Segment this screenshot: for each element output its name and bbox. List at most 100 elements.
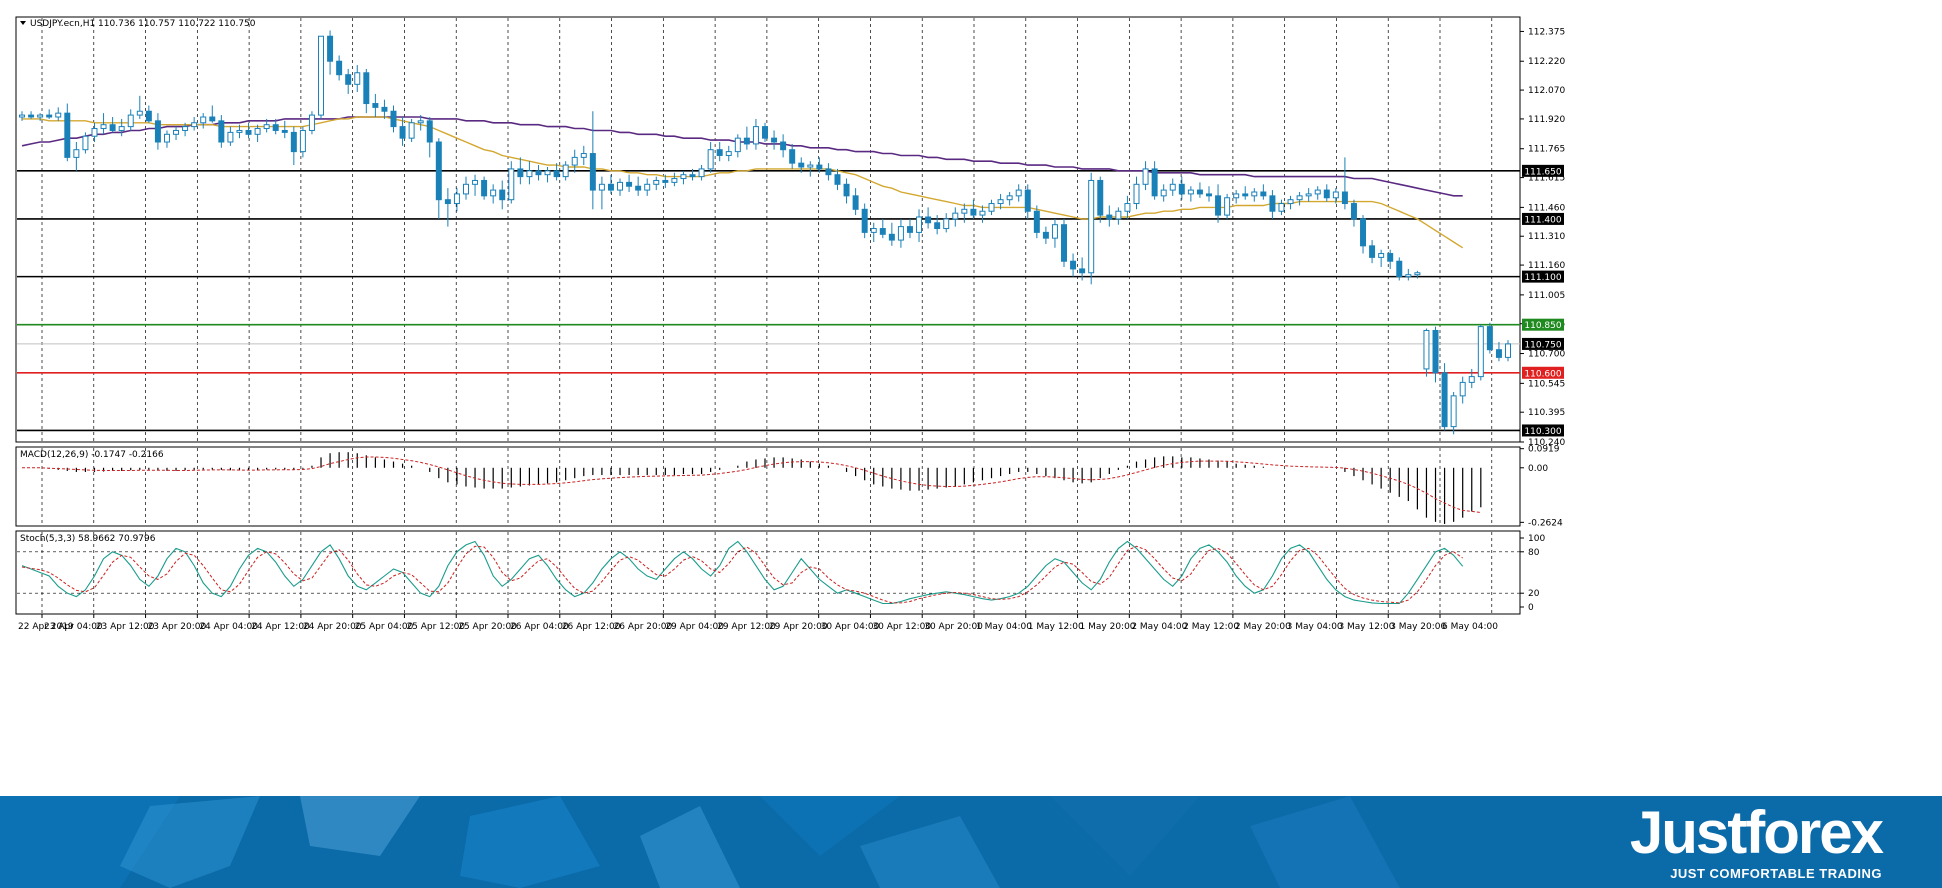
banner-pattern <box>0 796 1400 888</box>
candle-body <box>834 174 841 185</box>
candle-body <box>752 126 759 145</box>
candle-body <box>1142 168 1149 185</box>
candle-body <box>408 122 415 139</box>
candle-body <box>209 116 216 122</box>
candle-body <box>1178 183 1185 195</box>
pane-frame-0 <box>15 16 1521 443</box>
candle-body <box>1341 191 1348 205</box>
candle-body <box>1187 189 1194 195</box>
candle-body <box>182 126 189 131</box>
candle-body <box>571 156 578 166</box>
brand-banner <box>0 796 1942 888</box>
symbol-header: USDJPY.ecn,H1 110.736 110.757 110.722 11… <box>30 19 256 29</box>
candle-body <box>444 199 451 205</box>
candle-body <box>1115 210 1122 220</box>
macd-signal-line <box>22 456 1481 513</box>
candle-body <box>1296 195 1303 201</box>
macd-axis-label: -0.2624 <box>1528 518 1563 528</box>
candle-body <box>1097 179 1104 216</box>
macd-axis-label: 0.0919 <box>1528 445 1560 455</box>
candle-body <box>173 129 180 135</box>
candle-body <box>336 60 343 76</box>
price-level-tag <box>1522 212 1564 225</box>
ma-fast-line <box>22 116 1464 249</box>
candle-body <box>1468 376 1475 383</box>
candle-body <box>517 168 524 178</box>
candle-body <box>508 168 515 201</box>
candle-body <box>1196 189 1203 195</box>
price-level-label: 110.300 <box>1524 427 1561 437</box>
time-axis-label: 24 Apr 12:00 <box>251 622 310 632</box>
time-axis-label: 29 Apr 20:00 <box>769 622 828 632</box>
candle-body <box>843 183 850 197</box>
candle-body <box>1015 189 1022 197</box>
price-level-label: 110.850 <box>1524 321 1561 331</box>
candle-body <box>1061 224 1068 262</box>
candle-body <box>607 183 614 191</box>
price-level-tag <box>1522 164 1564 177</box>
candle-body <box>1233 193 1240 199</box>
candle-body <box>698 168 705 178</box>
candle-body <box>191 122 198 128</box>
candle-body <box>762 126 768 139</box>
time-axis-label: 22 Apr 2019 <box>18 622 74 632</box>
candle-body <box>653 179 660 185</box>
candle-body <box>780 141 787 151</box>
candle-body <box>743 137 750 145</box>
price-level-tag <box>1522 318 1564 331</box>
price-axis-label: 111.615 <box>1528 174 1565 184</box>
candle-body <box>1042 231 1049 239</box>
time-axis-label: 6 May 04:00 <box>1442 622 1498 632</box>
candle-body <box>1151 168 1158 197</box>
candle-body <box>725 151 732 156</box>
price-level-label: 111.400 <box>1524 215 1561 225</box>
symbol-dropdown-icon <box>20 21 26 25</box>
candle-body <box>1495 349 1502 358</box>
time-axis-label: 23 Apr 20:00 <box>148 622 207 632</box>
candle-body <box>145 110 152 122</box>
candle-body <box>888 233 895 241</box>
time-axis-label: 30 Apr 04:00 <box>821 622 880 632</box>
candle-body <box>580 153 587 158</box>
candle-body <box>897 226 904 241</box>
candle-body <box>399 126 406 139</box>
stoch-axis-label: 0 <box>1528 603 1534 613</box>
candle-body <box>716 149 723 156</box>
time-axis-label: 1 May 20:00 <box>1080 622 1136 632</box>
price-level-tag <box>1522 424 1564 437</box>
candle-body <box>1269 195 1276 212</box>
candle-body <box>1486 326 1493 351</box>
candle-body <box>1205 193 1212 197</box>
candle-body <box>988 203 995 212</box>
candle-body <box>1124 203 1131 212</box>
candle-body <box>1133 183 1140 205</box>
price-axis-label: 111.765 <box>1528 145 1565 155</box>
candle-body <box>1160 189 1167 197</box>
candle-body <box>1242 193 1249 197</box>
price-axis-label: 110.240 <box>1528 438 1565 448</box>
candle-body <box>635 185 642 191</box>
candle-body <box>100 124 107 130</box>
candle-body <box>1278 203 1285 212</box>
price-axis-label: 110.545 <box>1528 379 1565 389</box>
candle-body <box>417 120 424 124</box>
candle-body <box>526 170 533 178</box>
candle-body <box>1405 274 1412 278</box>
brand-block: Justforex JUST COMFORTABLE TRADING <box>1562 802 1884 882</box>
stoch-axis-label: 20 <box>1528 589 1540 599</box>
price-axis-label: 111.005 <box>1528 291 1565 301</box>
candle-body <box>91 128 98 137</box>
candle-body <box>1378 253 1385 258</box>
candle-body <box>136 110 143 116</box>
candle-body <box>906 226 913 233</box>
candle-body <box>462 183 469 195</box>
candle-body <box>1414 272 1421 276</box>
candle-body <box>807 164 814 168</box>
candle-body <box>879 228 886 235</box>
candle-body <box>979 210 986 216</box>
pane-frame-1 <box>15 446 1521 527</box>
candle-body <box>1215 195 1222 216</box>
time-axis-label: 26 Apr 04:00 <box>510 622 569 632</box>
price-level-tag <box>1522 366 1564 379</box>
candle-body <box>916 216 923 233</box>
